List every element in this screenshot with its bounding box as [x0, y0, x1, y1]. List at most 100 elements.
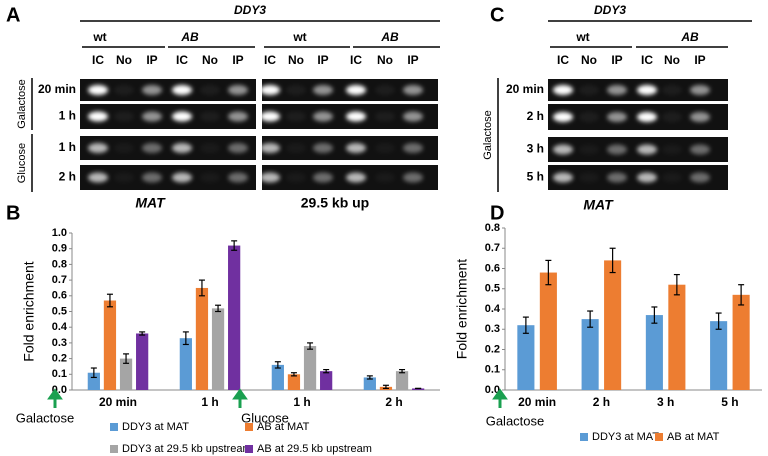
row-label: 1 h — [59, 140, 76, 154]
bar — [119, 358, 133, 390]
bar — [320, 371, 333, 390]
y-tick-label: 0.1 — [52, 368, 67, 380]
locus-label: 29.5 kb up — [301, 195, 369, 211]
gel-band — [172, 143, 192, 153]
gel-band — [375, 143, 395, 153]
bar — [271, 364, 284, 390]
gel-band — [142, 85, 162, 95]
y-tick-label: 0.4 — [52, 321, 68, 333]
lane-label: IC — [176, 53, 188, 67]
bar — [539, 272, 557, 390]
lane-label: No — [664, 53, 680, 67]
gel-band — [375, 111, 395, 122]
legend-swatch — [245, 445, 253, 453]
panel-letter: B — [6, 202, 20, 224]
gel-band — [200, 111, 220, 122]
bar — [136, 333, 149, 390]
genotype-label: AB — [180, 30, 199, 44]
gel-band — [172, 172, 192, 183]
genotype-label: wt — [92, 30, 106, 44]
lane-label: No — [116, 53, 132, 67]
bar — [303, 346, 317, 390]
gel-band — [690, 172, 710, 183]
gel-band — [114, 173, 134, 183]
gel-band — [637, 85, 657, 95]
gel-band — [662, 85, 682, 95]
gel-band — [88, 143, 108, 153]
gel-strip — [80, 104, 256, 129]
annotation: Galactose — [486, 413, 545, 428]
gel-band — [637, 144, 657, 155]
gel-band — [228, 111, 248, 122]
gel-band — [637, 112, 657, 122]
lane-label: IP — [232, 53, 243, 67]
row-label: 3 h — [527, 142, 544, 156]
gel-band — [607, 144, 627, 155]
gel-band — [579, 112, 599, 122]
gel-band — [553, 85, 573, 95]
gel-band — [172, 85, 192, 95]
row-label: 20 min — [506, 82, 544, 96]
gel-band — [690, 85, 710, 95]
y-tick-label: 0.4 — [485, 303, 501, 315]
arrow — [47, 388, 63, 408]
lane-label: IC — [92, 53, 104, 67]
legend-label: AB at MAT — [667, 431, 720, 443]
y-tick-label: 0.9 — [52, 243, 67, 255]
x-tick-label: 1 h — [293, 395, 310, 409]
gel-band — [200, 143, 220, 153]
gel-band — [607, 112, 627, 122]
row-label: 2 h — [527, 109, 544, 123]
gel-band — [690, 144, 710, 155]
y-axis-label: Fold enrichment — [454, 259, 470, 359]
condition-label: Glucose — [16, 143, 28, 183]
y-tick-label: 0.6 — [485, 262, 500, 274]
y-tick-label: 0.3 — [52, 337, 67, 349]
bar — [395, 371, 409, 390]
bar — [195, 287, 209, 390]
legend-label: DDY3 at MAT — [592, 431, 659, 443]
lane-label: IP — [317, 53, 328, 67]
legend-label: DDY3 at MAT — [122, 421, 189, 433]
panel-letter: A — [6, 4, 20, 26]
gel-band — [662, 145, 682, 155]
gel-band — [313, 172, 333, 183]
gel-band — [579, 85, 599, 95]
y-tick-label: 0.5 — [485, 283, 500, 295]
bar — [103, 300, 117, 390]
legend-swatch — [580, 433, 588, 441]
gel-band — [200, 85, 220, 95]
legend-swatch — [110, 445, 118, 453]
gel-band — [375, 173, 395, 183]
gel-band — [313, 111, 333, 122]
genotype-label: AB — [680, 30, 699, 44]
row-label: 2 h — [59, 170, 76, 184]
x-tick-label: 3 h — [657, 395, 674, 409]
arrow — [492, 388, 508, 408]
gel-band — [142, 143, 162, 153]
genotype-label: wt — [292, 30, 306, 44]
bar — [517, 325, 535, 390]
condition-label: Galactose — [482, 110, 494, 160]
panel-letter: C — [490, 4, 504, 26]
gel-band — [286, 111, 306, 122]
row-label: 20 min — [38, 82, 76, 96]
genotype-label: AB — [380, 30, 399, 44]
bar — [228, 245, 241, 390]
lane-label: IC — [350, 53, 362, 67]
annotation: Glucose — [241, 410, 289, 425]
gel-band — [260, 85, 280, 95]
bar — [732, 294, 750, 390]
gel-band — [403, 111, 423, 122]
lane-label: No — [377, 53, 393, 67]
legend-swatch — [245, 423, 253, 431]
row-label: 5 h — [527, 170, 544, 184]
gel-band — [228, 85, 248, 95]
x-tick-label: 20 min — [99, 395, 137, 409]
genotype-label: wt — [575, 30, 589, 44]
gel-band — [260, 172, 280, 183]
x-tick-label: 20 min — [518, 395, 556, 409]
annotation: Galactose — [16, 410, 75, 425]
condition-label: Galactose — [16, 79, 28, 129]
y-tick-label: 0.8 — [52, 258, 67, 270]
